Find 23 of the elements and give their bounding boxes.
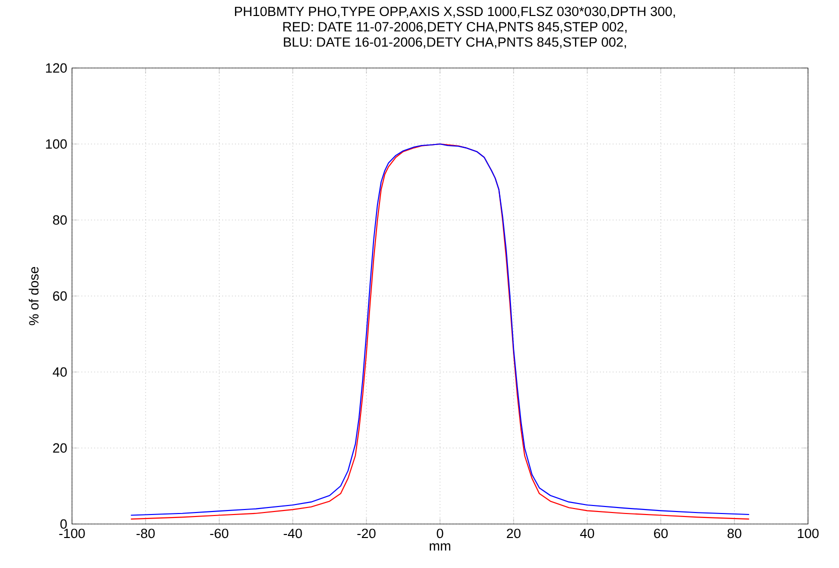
y-tick-label: 60 <box>53 291 67 301</box>
chart-subtitle: RED: DATE 11-07-2006,DETY CHA,PNTS 845,STEP 002, <box>283 22 627 34</box>
y-tick-label: 0 <box>60 519 67 529</box>
x-axis-title: mm <box>430 543 450 550</box>
y-tick-label: 100 <box>46 139 67 149</box>
x-tick-label: 20 <box>506 528 521 538</box>
text: BLU: DATE 16-01-2006,DETY CHA,PNTS 845,STEP 002, <box>284 37 626 48</box>
x-tick-label: -40 <box>284 528 302 538</box>
x-tick-label: -60 <box>210 528 228 538</box>
x-tick-label: 0 <box>436 528 444 538</box>
x-tick-label: 40 <box>580 528 594 538</box>
y-tick-label: 120 <box>46 63 67 73</box>
y-tick-label: 20 <box>53 443 67 453</box>
x-tick-label: 60 <box>654 528 668 538</box>
y-axis-title: % of dose <box>28 266 39 326</box>
y-tick-label: 80 <box>53 215 67 225</box>
chart-title: PH10BMTY PHO,TYPE OPP,AXIS X,SSD 1000,FLSZ 030*030,DPTH 300, <box>235 6 675 18</box>
x-tick-label: -80 <box>136 528 155 538</box>
x-tick-label: -20 <box>357 528 376 538</box>
x-tick-label: -100 <box>59 528 85 538</box>
x-tick-label: 100 <box>798 528 819 538</box>
y-tick-label: 40 <box>52 367 67 377</box>
x-tick-label: 80 <box>728 528 742 538</box>
